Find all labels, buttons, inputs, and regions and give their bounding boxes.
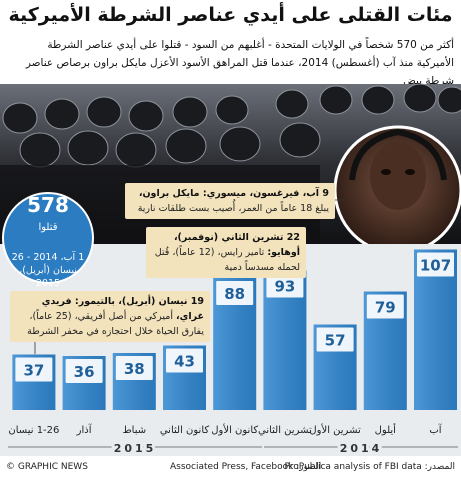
value-label-box [216,281,254,305]
photo-credit: الصور: Associated Press, Facebook [170,462,322,472]
x-tick-label: أيلول [375,423,397,436]
value-label-box [417,252,454,277]
year-label: 2015 [114,442,157,455]
x-tick-label: تشرين الأول [309,423,361,436]
value-label-box [115,356,153,380]
portrait [333,125,461,255]
annotation-text: يبلغ 18 عاماً من العمر، أُصيب بست طلقات … [137,203,329,214]
value-label-box [65,359,103,383]
value-label-box [166,348,203,373]
value-label: 38 [124,360,145,378]
value-label: 107 [420,257,451,275]
x-tick-label: تشرين الثاني [258,425,312,436]
value-label-box [15,357,53,382]
title: مئات القتلى على أيدي عناصر الشرطة الأمير… [8,4,453,26]
source: المصدر: ProPublica analysis of FBI data [284,462,455,472]
value-label: 43 [174,353,195,371]
value-label: 93 [274,278,295,296]
value-label: 57 [325,332,346,350]
annotation: 22 تشرين الثاني (نوفمبر)، أوهايو: تامير … [146,227,306,278]
annotation-bold: 22 تشرين الثاني (نوفمبر)، أوهايو: [173,232,300,258]
summary-period: 1 آب، 2014 - 26 نيسان (أبريل)، 2015 [11,252,85,289]
value-label-box [266,273,304,298]
summary-label: قتلوا [38,222,57,233]
annotation-text: أميركي من أصل أفريقي، (25 عاماً)، يفارق … [27,311,204,337]
annotation: 9 آب، فيرغسون، ميسوري: مايكل براون، يبلغ… [125,183,335,219]
value-label-box [316,327,354,352]
value-label-box [366,294,404,319]
x-tick-label: كانون الأول [211,423,258,436]
annotation-text: تامير رايس، (12 عاماً)، قُتل لحمله مسدسا… [154,247,300,273]
annotation-bold: 19 نيسان (أبريل)، بالتيمور: فريدي غراي، [41,296,204,322]
x-tick-label: كانون الثاني [160,425,210,436]
value-label: 36 [74,363,95,381]
x-tick-label: 1-26 نيسان [8,425,59,436]
value-label: 88 [224,285,245,303]
value-label: 37 [23,362,44,380]
summary-total: 578 [27,193,69,217]
x-tick-label: آذار [76,423,93,436]
year-label: 2014 [340,442,383,455]
value-label: 79 [375,299,396,317]
x-tick-label: آب [429,423,442,436]
annotation-bold: 9 آب، فيرغسون، ميسوري: مايكل براون، [138,188,329,199]
annotation: 19 نيسان (أبريل)، بالتيمور: فريدي غراي، … [10,291,210,342]
credit: © GRAPHIC NEWS [6,462,88,472]
x-tick-label: شباط [122,425,146,436]
summary [2,192,94,284]
